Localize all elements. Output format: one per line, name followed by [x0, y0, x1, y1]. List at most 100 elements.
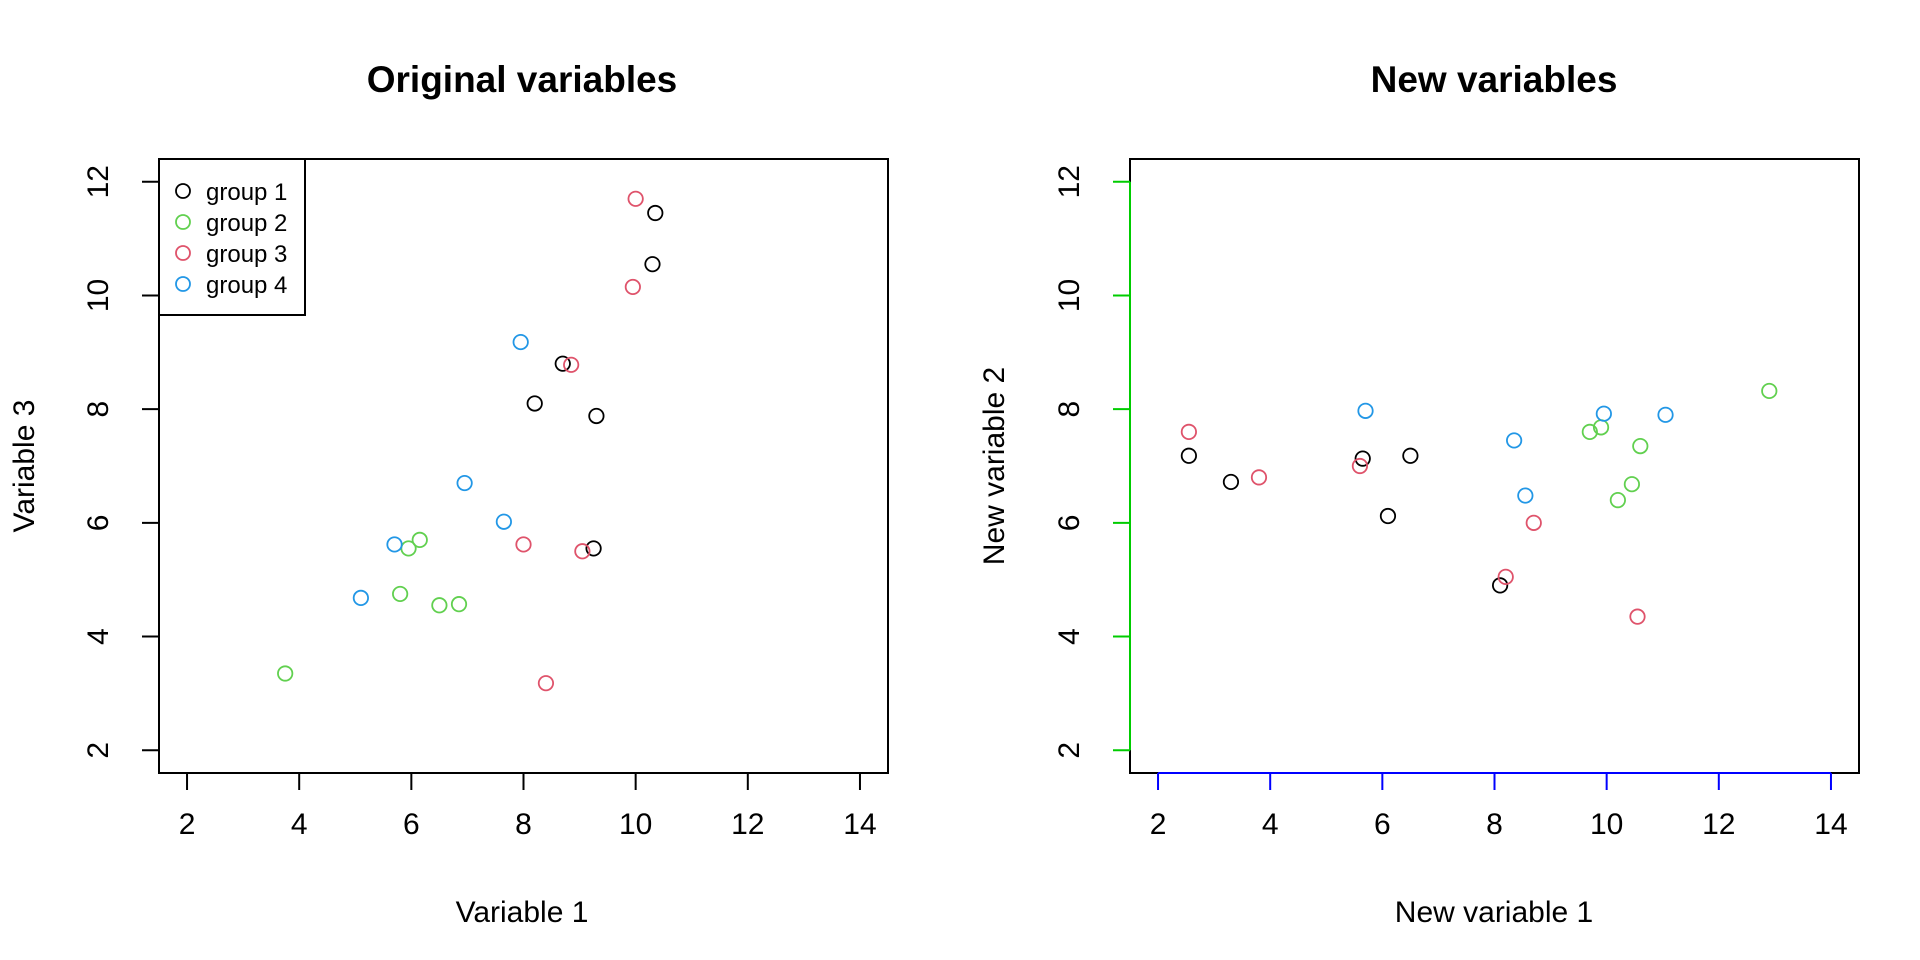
chart-title: Original variables: [367, 59, 678, 100]
x-tick-label: 14: [843, 808, 876, 841]
data-point: [1180, 447, 1197, 464]
data-point: [1492, 577, 1509, 594]
data-point: [588, 407, 605, 425]
data-point: [624, 278, 641, 296]
data-point: [574, 543, 591, 560]
data-point: [1354, 450, 1371, 467]
y-tick-label: 12: [82, 165, 115, 198]
data-point: [627, 190, 644, 207]
data-point: [277, 665, 294, 682]
data-point: [411, 531, 428, 549]
x-tick-label: 4: [1262, 808, 1279, 841]
data-point: [1497, 568, 1514, 585]
y-axis: 2 4 6 8 10 12: [82, 165, 160, 759]
data-point: [1517, 487, 1534, 504]
x-tick-label: 6: [1374, 808, 1391, 841]
data-point: [1402, 447, 1419, 464]
data-point: [1761, 382, 1778, 400]
x-tick-label: 6: [403, 808, 420, 841]
data-point: [1632, 438, 1649, 455]
y-tick-label: 8: [82, 401, 115, 418]
data-point: [456, 474, 473, 492]
legend-marker-group-1: [175, 183, 191, 199]
legend-label-group-4: group 4: [206, 272, 287, 299]
x-tick-label: 14: [1814, 808, 1847, 841]
series-group-2: [277, 531, 468, 682]
data-point: [392, 585, 409, 603]
x-tick-label: 12: [1702, 808, 1735, 841]
data-point: [352, 589, 369, 606]
x-axis-label: New variable 1: [1395, 896, 1593, 929]
plot-frame: [1129, 158, 1860, 774]
data-point: [585, 540, 602, 557]
x-tick-label: 2: [1150, 808, 1167, 841]
x-tick-label: 12: [731, 808, 764, 841]
series-group-4: [352, 333, 529, 606]
data-point: [1506, 432, 1523, 449]
series-group-3: [1180, 423, 1646, 625]
legend-label-group-1: group 1: [206, 179, 287, 206]
legend-marker-group-2: [175, 214, 191, 230]
series-group-1: [526, 204, 664, 557]
y-tick-label: 8: [1053, 401, 1086, 418]
x-axis: 2 4 6 8 10 12 14: [179, 772, 877, 841]
data-point: [1525, 514, 1542, 531]
legend-entry-group-3: group 3: [175, 241, 287, 268]
data-point: [1581, 423, 1598, 440]
series-group-1: [1180, 447, 1509, 594]
data-point: [537, 675, 555, 692]
data-point: [1250, 469, 1268, 486]
x-tick-label: 10: [1590, 808, 1623, 841]
data-point: [386, 536, 403, 553]
data-point: [1657, 406, 1674, 423]
left-chart-panel: Original variables Variable 1 Variable 3…: [8, 59, 889, 929]
data-point: [1222, 473, 1240, 491]
x-tick-label: 4: [291, 808, 308, 841]
y-tick-label: 6: [1053, 515, 1086, 532]
data-point: [515, 536, 532, 553]
data-point: [1609, 492, 1626, 509]
series-group-2: [1581, 382, 1778, 509]
y-tick-label: 6: [82, 515, 115, 532]
x-tick-label: 10: [619, 808, 652, 841]
series-group-3: [515, 190, 644, 692]
legend-marker-group-4: [175, 276, 191, 292]
data-point: [495, 513, 512, 530]
data-point: [1623, 476, 1640, 493]
series-group-4: [1357, 402, 1674, 504]
legend-entry-group-2: group 2: [175, 210, 287, 237]
x-tick-label: 8: [515, 808, 532, 841]
data-point: [1629, 608, 1646, 625]
x-axis-label: Variable 1: [456, 896, 589, 929]
data-point: [563, 356, 580, 373]
y-axis: 2 4 6 8 10 12: [1053, 165, 1131, 759]
data-point: [431, 597, 448, 614]
y-tick-label: 10: [82, 279, 115, 312]
legend-label-group-2: group 2: [206, 210, 287, 237]
legend-entry-group-1: group 1: [175, 179, 287, 206]
data-point: [1351, 457, 1369, 475]
y-tick-label: 10: [1053, 279, 1086, 312]
x-axis: 2 4 6 8 10 12 14: [1150, 772, 1848, 841]
data-point: [647, 204, 664, 222]
legend-box: [158, 158, 306, 316]
y-tick-label: 4: [1053, 628, 1086, 645]
data-point: [1379, 507, 1397, 525]
data-point: [450, 596, 468, 613]
x-tick-label: 8: [1486, 808, 1503, 841]
data-point: [1595, 405, 1612, 422]
y-tick-label: 2: [1053, 742, 1086, 759]
legend-label-group-3: group 3: [206, 241, 287, 268]
data-point: [554, 355, 571, 372]
legend: group 1 group 2 group 3 group 4: [158, 158, 306, 316]
data-point: [512, 333, 529, 351]
x-tick-label: 2: [179, 808, 196, 841]
y-tick-label: 12: [1053, 165, 1086, 198]
y-axis-label: New variable 2: [978, 367, 1011, 565]
y-axis-label: Variable 3: [8, 400, 41, 533]
data-point: [526, 395, 543, 412]
right-chart-panel: New variables New variable 1 New variabl…: [978, 59, 1860, 929]
legend-entry-group-4: group 4: [175, 272, 287, 299]
y-tick-label: 4: [82, 628, 115, 645]
